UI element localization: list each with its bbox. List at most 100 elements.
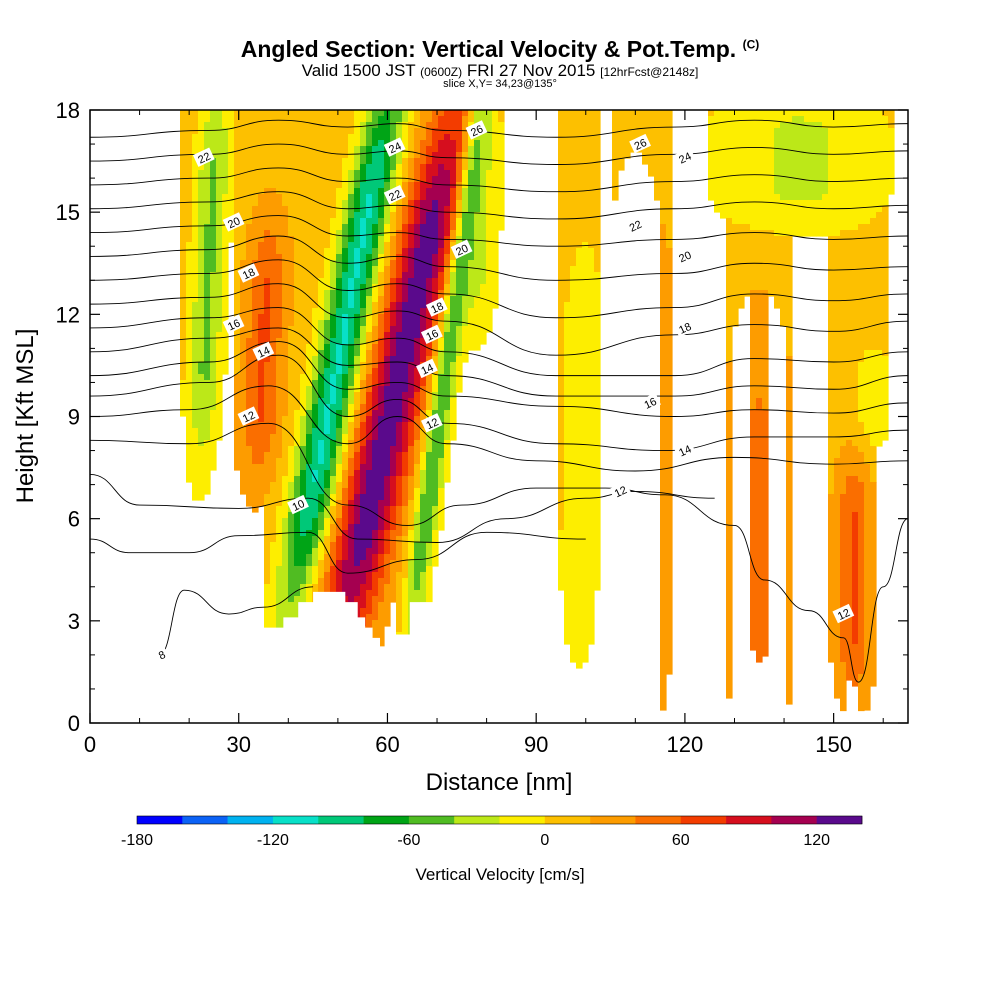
field-cell xyxy=(450,296,457,363)
field-cell xyxy=(444,236,451,255)
field-cell xyxy=(414,368,421,393)
field-cell xyxy=(444,284,451,297)
contour-label-bg xyxy=(450,239,473,259)
field-cell xyxy=(330,374,337,405)
field-cell xyxy=(318,278,325,321)
field-cell xyxy=(312,566,319,585)
field-cell xyxy=(336,464,343,483)
field-cell xyxy=(330,476,337,495)
contour-label: 24 xyxy=(673,147,696,167)
field-cell xyxy=(384,506,391,531)
contour-label-bg xyxy=(287,494,309,515)
field-cell xyxy=(612,110,619,201)
field-cell xyxy=(384,554,391,585)
field-cell xyxy=(396,422,403,453)
field-cell xyxy=(336,374,343,411)
field-cell xyxy=(414,200,421,225)
field-cell xyxy=(294,566,301,597)
field-cell xyxy=(462,170,469,189)
y-tick-label: 6 xyxy=(68,507,80,532)
field-cell xyxy=(378,578,385,603)
field-cell xyxy=(360,380,367,405)
contour-label: 22 xyxy=(383,184,406,205)
field-cell xyxy=(360,164,367,183)
field-cell xyxy=(732,224,739,327)
field-cell xyxy=(324,470,331,489)
field-cell xyxy=(264,362,271,453)
field-cell xyxy=(270,110,277,189)
field-cell xyxy=(282,416,289,477)
field-cell xyxy=(462,152,469,171)
field-cell xyxy=(828,494,835,663)
field-cell xyxy=(252,260,259,465)
chart-subtitle: Valid 1500 JST (0600Z) FRI 27 Nov 2015 [… xyxy=(0,61,1000,81)
field-cell xyxy=(306,464,313,531)
field-cell xyxy=(354,212,361,249)
field-cell xyxy=(408,110,415,123)
colorbar-swatch xyxy=(454,816,500,824)
field-cell xyxy=(456,356,463,393)
field-cell xyxy=(294,446,301,477)
field-cell xyxy=(360,494,367,561)
field-cell xyxy=(336,500,343,519)
field-cell xyxy=(204,440,211,495)
colorbar-swatch xyxy=(499,816,546,824)
field-cell xyxy=(792,200,799,237)
field-cell xyxy=(756,290,763,399)
field-cell xyxy=(744,110,751,225)
field-cell xyxy=(498,110,505,123)
field-cell xyxy=(420,200,427,225)
x-tick-label: 60 xyxy=(375,732,399,757)
field-cell xyxy=(840,110,847,231)
field-cell xyxy=(402,536,409,579)
field-cell xyxy=(324,404,331,435)
field-cell xyxy=(312,482,319,519)
isentrope-line xyxy=(90,167,908,193)
field-cell xyxy=(876,110,883,213)
field-cell xyxy=(798,116,805,201)
field-cell xyxy=(810,200,817,237)
field-cell xyxy=(234,110,241,375)
field-cell xyxy=(858,452,865,483)
contour-label: 18 xyxy=(237,263,260,283)
field-cell xyxy=(720,110,727,219)
field-cell xyxy=(366,110,373,123)
field-cell xyxy=(870,350,877,447)
colorbar-swatch xyxy=(635,816,682,824)
contour-label-text: 24 xyxy=(387,140,403,156)
field-cell xyxy=(198,446,205,501)
field-cell xyxy=(426,212,433,279)
field-cell xyxy=(432,110,439,129)
field-cell xyxy=(390,302,397,327)
field-cell xyxy=(330,524,337,543)
field-cell xyxy=(444,332,451,411)
field-cell xyxy=(312,518,319,537)
contour-label-bg xyxy=(153,646,170,663)
field-cell xyxy=(768,230,775,297)
contour-label-text: 14 xyxy=(419,362,435,378)
field-cell xyxy=(708,116,715,201)
field-cell xyxy=(378,500,385,531)
field-cell xyxy=(204,224,211,381)
field-cell xyxy=(396,278,403,303)
contour-label-bg xyxy=(673,246,696,266)
field-cell xyxy=(336,536,343,561)
field-cell xyxy=(336,428,343,447)
field-cell xyxy=(372,530,379,555)
field-cell xyxy=(216,110,223,333)
field-cell xyxy=(318,320,325,351)
field-cell xyxy=(348,386,355,405)
field-cell xyxy=(390,560,397,603)
title-text: Angled Section: Vertical Velocity & Pot.… xyxy=(240,36,737,62)
field-cell xyxy=(420,110,427,141)
field-cell xyxy=(390,110,397,171)
field-cell xyxy=(438,140,445,165)
field-cell xyxy=(252,110,259,207)
field-cell xyxy=(342,506,349,531)
field-cell xyxy=(852,110,859,231)
field-cell xyxy=(300,500,307,537)
field-cell xyxy=(384,308,391,333)
field-cell xyxy=(636,110,643,153)
field-cell xyxy=(300,584,307,609)
field-cell xyxy=(750,290,757,411)
